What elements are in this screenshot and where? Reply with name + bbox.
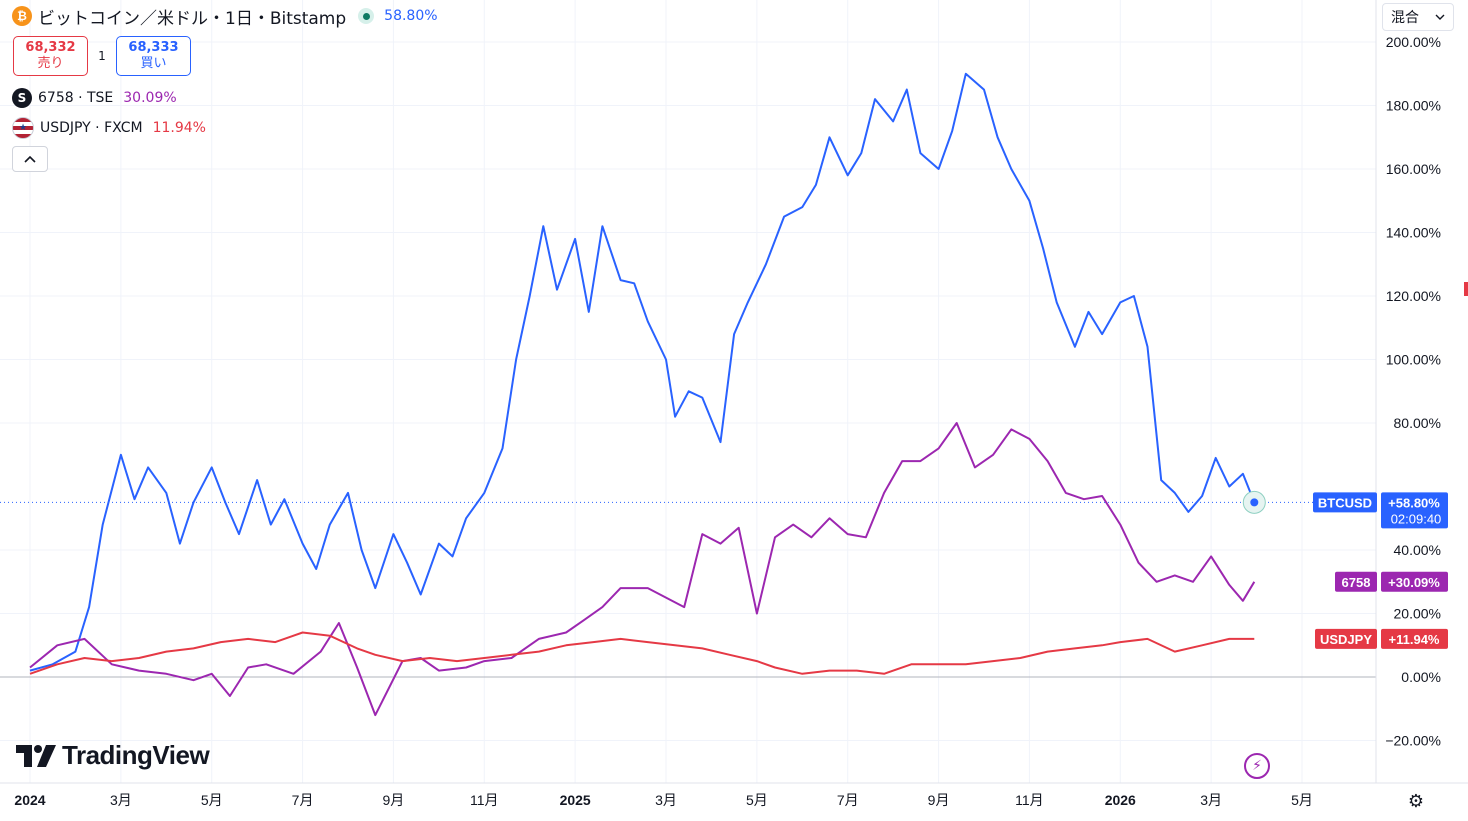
- x-tick-label: 2024: [14, 792, 45, 808]
- buy-button[interactable]: 68,333 買い: [116, 36, 191, 76]
- y-tick-label: −20.00%: [1385, 733, 1441, 749]
- flash-icon[interactable]: ⚡: [1244, 753, 1270, 779]
- series-layer: [29, 72, 1266, 717]
- logo-text: TradingView: [62, 740, 210, 770]
- badge-value-bg: [1381, 571, 1448, 592]
- chart-legend: ₿ ビットコイン／米ドル・1日・Bitstamp 58.80% 68,332 売…: [12, 4, 438, 172]
- buy-price: 68,333: [128, 40, 179, 55]
- main-symbol-row[interactable]: ₿ ビットコイン／米ドル・1日・Bitstamp 58.80%: [12, 4, 438, 29]
- x-tick-label: 11月: [1015, 792, 1044, 808]
- spread-value: 1: [98, 49, 106, 63]
- compare-row-usdjpy[interactable]: ★ USDJPY · FXCM 11.94%: [12, 116, 438, 140]
- y-tick-label: 160.00%: [1386, 161, 1441, 177]
- x-tick-label: 9月: [928, 792, 950, 808]
- y-tick-label: 80.00%: [1394, 415, 1441, 431]
- compare-symbol: 6758 · TSE: [38, 90, 114, 106]
- bitcoin-icon: ₿: [12, 6, 32, 26]
- compare-change: 11.94%: [152, 120, 206, 136]
- x-tick-label: 3月: [110, 792, 132, 808]
- x-tick-label: 3月: [1200, 792, 1222, 808]
- x-tick-label: 7月: [837, 792, 859, 808]
- series-line-btcusd[interactable]: [29, 72, 1256, 672]
- scale-mode-value: 混合: [1391, 10, 1419, 26]
- y-tick-label: 120.00%: [1386, 288, 1441, 304]
- compare-row-sony[interactable]: S 6758 · TSE 30.09%: [12, 86, 438, 110]
- y-tick-label: 180.00%: [1386, 98, 1441, 114]
- us-flag-icon: ★: [12, 117, 34, 139]
- sell-price: 68,332: [25, 40, 76, 55]
- badge-value: +11.94%: [1389, 632, 1440, 647]
- badge-btc: BTCUSD +58.80%02:09:40: [1313, 492, 1448, 529]
- market-open-icon: [358, 8, 375, 24]
- btc-change: 58.80%: [384, 8, 438, 24]
- badge-sony: 6758 +30.09%: [1335, 571, 1448, 592]
- badge-symbol: 6758: [1342, 575, 1371, 590]
- x-tick-label: 11月: [470, 792, 499, 808]
- badge-symbol: BTCUSD: [1318, 495, 1372, 510]
- x-tick-label: 9月: [383, 792, 405, 808]
- compare-symbol: USDJPY · FXCM: [40, 120, 143, 136]
- tradingview-logo-icon: [16, 744, 56, 767]
- y-tick-label: 100.00%: [1386, 352, 1441, 368]
- x-tick-label: 5月: [746, 792, 768, 808]
- buy-label: 買い: [140, 56, 167, 71]
- chevron-up-icon: [24, 155, 36, 163]
- badge-value: +30.09%: [1388, 575, 1440, 590]
- price-axis[interactable]: 200.00% 180.00% 160.00% 140.00% 120.00% 100.0…: [1385, 34, 1441, 749]
- y-tick-label: 140.00%: [1386, 225, 1441, 241]
- badge-value-bg: [1381, 628, 1448, 649]
- y-tick-label: 0.00%: [1401, 669, 1441, 685]
- sell-button[interactable]: 68,332 売り: [13, 36, 88, 76]
- y-tick-label: 20.00%: [1394, 606, 1441, 622]
- series-line-usdjpy[interactable]: [29, 631, 1255, 675]
- chart-title: ビットコイン／米ドル・1日・Bitstamp: [38, 8, 347, 29]
- badge-usdjpy: USDJPY +11.94%: [1315, 628, 1448, 649]
- badge-symbol-bg: [1315, 628, 1377, 649]
- time-axis[interactable]: 2024 3月 5月 7月 9月 11月 2025 3月 5月 7月 9月 11月 2026 3月 5月: [14, 792, 1312, 808]
- badge-value: +58.80%: [1388, 495, 1440, 510]
- badge-value-bg: [1381, 492, 1448, 529]
- tradingview-logo[interactable]: TradingView: [16, 740, 210, 771]
- x-tick-label: 5月: [1291, 792, 1313, 808]
- settings-gear-icon[interactable]: ⚙: [1407, 790, 1425, 812]
- price-badges: BTCUSD +58.80%02:09:40 6758 +30.09% USDJPY +1…: [1313, 492, 1448, 649]
- x-tick-label: 2026: [1105, 792, 1136, 808]
- scale-mode-select[interactable]: 混合: [1382, 3, 1454, 31]
- badge-symbol-bg: [1335, 571, 1377, 592]
- x-tick-label: 3月: [655, 792, 677, 808]
- y-tick-label: 200.00%: [1386, 34, 1441, 50]
- badge-symbol-bg: [1313, 492, 1377, 513]
- sony-logo-icon: S: [12, 88, 32, 108]
- badge-symbol: USDJPY: [1320, 632, 1372, 647]
- x-tick-label: 5月: [201, 792, 223, 808]
- edge-alert-marker: [1464, 282, 1468, 296]
- x-tick-label: 7月: [292, 792, 314, 808]
- badge-countdown: 02:09:40: [1391, 511, 1442, 526]
- compare-change: 30.09%: [123, 90, 177, 106]
- sell-label: 売り: [37, 56, 64, 71]
- collapse-legend-button[interactable]: [12, 146, 48, 172]
- x-tick-label: 2025: [560, 792, 591, 808]
- y-tick-label: 40.00%: [1394, 542, 1441, 558]
- series-line-6758[interactable]: [29, 422, 1256, 717]
- last-point-dot: [1250, 498, 1259, 507]
- trade-buttons: 68,332 売り 1 68,333 買い: [13, 36, 438, 76]
- chevron-down-icon: [1435, 14, 1445, 20]
